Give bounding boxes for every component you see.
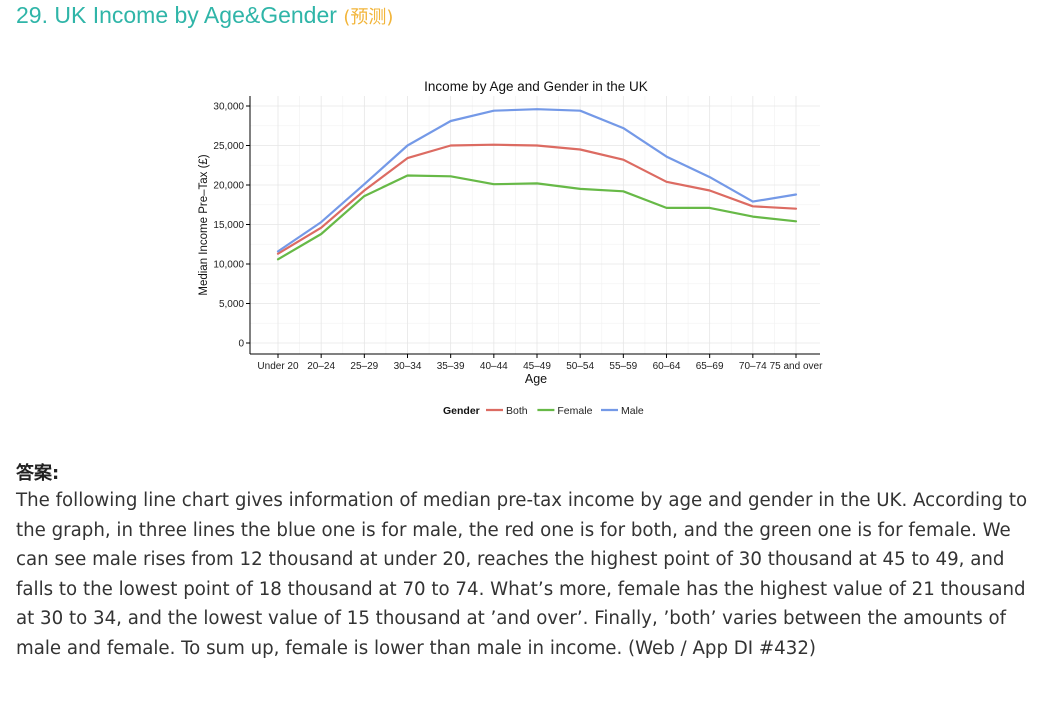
y-axis-title: Median Income Pre–Tax (£) — [198, 154, 210, 295]
series-line-female — [276, 174, 798, 261]
chart-svg: 0 5,000 10,000 15,000 20,000 25,000 30,000 Unde… — [198, 79, 823, 417]
x-tick-label: 75 and over — [770, 361, 823, 372]
answer-label: 答案: — [16, 463, 60, 484]
x-tick-label: Under 20 — [257, 361, 299, 372]
x-tick-label: 70–74 — [739, 361, 767, 372]
legend-label-female: Female — [557, 405, 592, 417]
y-tick-label: 30,000 — [213, 102, 244, 113]
y-tick-label: 5,000 — [219, 299, 244, 310]
answer-text: The following line chart gives informati… — [16, 490, 1028, 659]
y-tick-label: 25,000 — [213, 141, 244, 152]
series-line-male — [276, 108, 798, 253]
heading-main: 29. UK Income by Age&Gender — [16, 2, 337, 28]
legend-label-both: Both — [506, 405, 528, 417]
chart-title: Income by Age and Gender in the UK — [424, 79, 648, 94]
y-tick-label: 10,000 — [213, 260, 244, 271]
series-line-both — [276, 143, 798, 255]
y-tick-label: 20,000 — [213, 181, 244, 192]
legend-label-male: Male — [621, 405, 644, 417]
line-chart: 0 5,000 10,000 15,000 20,000 25,000 30,000 Unde… — [190, 70, 840, 430]
x-tick-label: 40–44 — [480, 361, 508, 372]
page-heading: 29. UK Income by Age&Gender (预测) — [16, 2, 393, 29]
x-tick-label: 55–59 — [609, 361, 637, 372]
x-tick-label: 65–69 — [696, 361, 724, 372]
x-axis-title: Age — [525, 372, 547, 386]
heading-tag: (预测) — [343, 7, 394, 28]
x-tick-label: 25–29 — [350, 361, 378, 372]
x-tick-label: 60–64 — [653, 361, 681, 372]
legend-title: Gender — [443, 405, 480, 417]
x-tick-label: 50–54 — [566, 361, 594, 372]
y-tick-label: 0 — [238, 339, 244, 350]
y-tick-label: 15,000 — [213, 220, 244, 231]
x-tick-label: 45–49 — [523, 361, 551, 372]
x-tick-label: 30–34 — [394, 361, 422, 372]
x-tick-label: 20–24 — [307, 361, 335, 372]
x-tick-label: 35–39 — [437, 361, 465, 372]
